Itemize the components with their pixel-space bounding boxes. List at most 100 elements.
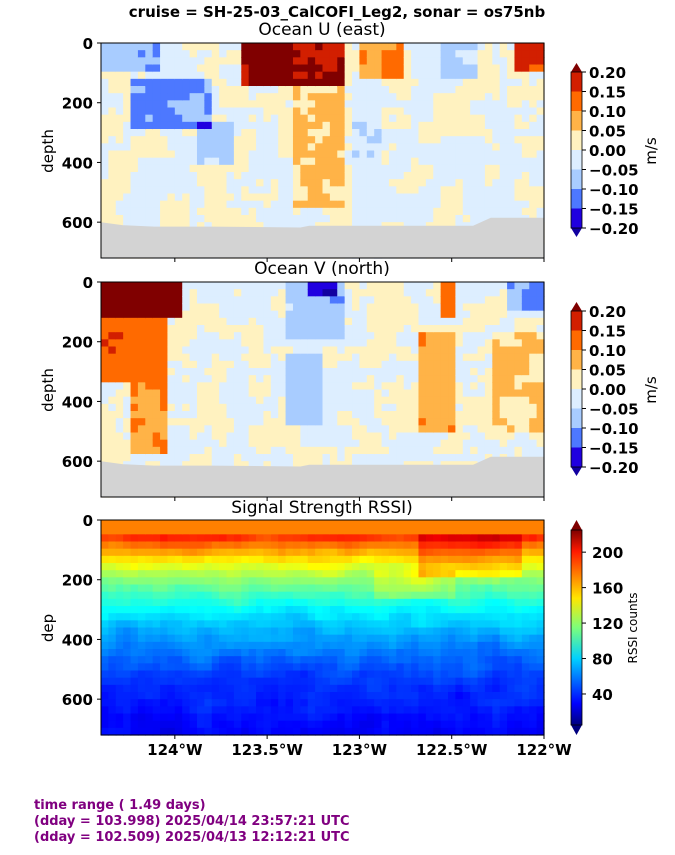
heatmap-cell: [248, 332, 257, 340]
heatmap-cell: [115, 332, 124, 340]
heatmap-cell: [344, 713, 353, 722]
heatmap-cell: [462, 332, 471, 340]
heatmap-cell: [484, 382, 493, 391]
heatmap-cell: [352, 200, 361, 209]
heatmap-cell: [292, 50, 301, 58]
heatmap-cell: [425, 432, 434, 441]
heatmap-cell: [160, 706, 169, 715]
heatmap-cell: [366, 713, 375, 722]
heatmap-cell: [292, 461, 301, 469]
heatmap-cell: [425, 339, 434, 348]
heatmap-cell: [329, 310, 338, 319]
heatmap-cell: [484, 150, 493, 159]
heatmap-cell: [344, 418, 353, 426]
heatmap-cell: [145, 432, 154, 441]
heatmap-cell: [270, 193, 279, 202]
heatmap-cell: [145, 353, 154, 362]
heatmap-cell: [514, 200, 523, 209]
heatmap-cell: [182, 136, 191, 144]
heatmap-cell: [182, 172, 191, 180]
heatmap-cell: [337, 325, 346, 333]
heatmap-cell: [189, 93, 198, 101]
heatmap-cell: [536, 317, 545, 326]
heatmap-cell: [108, 403, 117, 412]
heatmap-cell: [300, 50, 309, 58]
heatmap-cell: [477, 114, 486, 123]
heatmap-cell: [440, 353, 449, 362]
heatmap-cell: [248, 584, 257, 593]
heatmap-cell: [529, 157, 538, 166]
heatmap-cell: [536, 64, 545, 73]
heatmap-cell: [211, 100, 220, 109]
heatmap-cell: [366, 325, 375, 333]
heatmap-cell: [101, 555, 109, 564]
heatmap-cell: [130, 389, 139, 398]
heatmap-cell: [241, 555, 250, 564]
heatmap-cell: [307, 656, 316, 664]
heatmap-cell: [433, 172, 442, 180]
heatmap-cell: [226, 368, 235, 376]
heatmap-cell: [160, 527, 169, 535]
heatmap-cell: [196, 584, 205, 593]
heatmap-cell: [174, 93, 183, 101]
heatmap-cell: [492, 439, 501, 448]
heatmap-cell: [484, 121, 493, 130]
heatmap-cell: [366, 186, 375, 195]
heatmap-cell: [411, 157, 420, 166]
heatmap-cell: [152, 71, 161, 80]
heatmap-cell: [403, 656, 412, 664]
heatmap-cell: [256, 114, 265, 123]
heatmap-cell: [536, 71, 545, 80]
heatmap-cell: [352, 129, 361, 137]
heatmap-cell: [248, 389, 257, 398]
heatmap-cell: [278, 296, 287, 305]
heatmap-cell: [123, 207, 132, 216]
colorbar-segment: [571, 408, 582, 429]
heatmap-cell: [374, 332, 383, 340]
heatmap-cell: [418, 396, 427, 405]
heatmap-cell: [359, 555, 368, 564]
heatmap-cell: [130, 727, 139, 736]
heatmap-cell: [499, 64, 508, 73]
heatmap-cell: [248, 289, 257, 297]
heatmap-cell: [529, 368, 538, 376]
heatmap-cell: [174, 520, 183, 528]
heatmap-cell: [285, 346, 294, 355]
heatmap-cell: [226, 310, 235, 319]
heatmap-cell: [315, 353, 324, 362]
heatmap-cell: [425, 200, 434, 209]
heatmap-cell: [108, 50, 117, 58]
heatmap-cell: [352, 114, 361, 123]
heatmap-cell: [396, 360, 405, 369]
heatmap-cell: [115, 296, 124, 305]
heatmap-cell: [189, 157, 198, 166]
heatmap-cell: [448, 353, 456, 362]
heatmap-cell: [101, 64, 109, 73]
heatmap-cell: [411, 346, 420, 355]
heatmap-cell: [536, 325, 545, 333]
heatmap-cell: [462, 411, 471, 419]
heatmap-cell: [344, 215, 353, 223]
heatmap-cell: [248, 179, 257, 187]
heatmap-cell: [433, 332, 442, 340]
heatmap-cell: [292, 649, 301, 657]
heatmap-cell: [329, 541, 338, 550]
heatmap-cell: [374, 353, 383, 362]
heatmap-cell: [448, 207, 456, 216]
colorbar-tick-label: −0.20: [589, 459, 639, 477]
heatmap-cell: [256, 699, 265, 707]
heatmap-cell: [440, 93, 449, 101]
heatmap-cell: [337, 591, 346, 600]
heatmap-cell: [233, 570, 242, 578]
heatmap-cell: [484, 289, 493, 297]
heatmap-cell: [130, 598, 139, 607]
heatmap-cell: [101, 584, 109, 593]
heatmap-cell: [285, 353, 294, 362]
heatmap-cell: [344, 727, 353, 736]
heatmap-cell: [211, 641, 220, 650]
heatmap-cell: [492, 64, 501, 73]
heatmap-cell: [337, 207, 346, 216]
heatmap-cell: [329, 93, 338, 101]
heatmap-cell: [292, 584, 301, 593]
heatmap-cell: [263, 699, 272, 707]
